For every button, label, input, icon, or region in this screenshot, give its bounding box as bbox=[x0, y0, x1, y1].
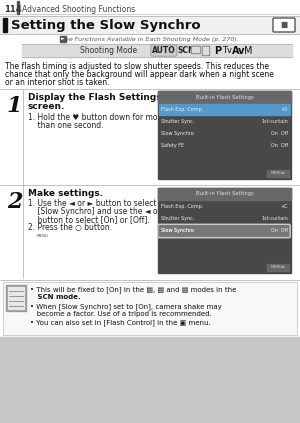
Bar bbox=[158, 188, 291, 273]
Text: Display the Flash Settings: Display the Flash Settings bbox=[28, 93, 162, 102]
Text: • When [Slow Synchro] set to [On], camera shake may: • When [Slow Synchro] set to [On], camer… bbox=[30, 303, 222, 310]
Text: MENU: MENU bbox=[37, 234, 49, 238]
Text: Make settings.: Make settings. bbox=[28, 189, 103, 198]
Text: Shooting Mode: Shooting Mode bbox=[80, 46, 137, 55]
Text: ■: ■ bbox=[280, 20, 288, 30]
Text: Built-in Flash Settings: Built-in Flash Settings bbox=[196, 94, 253, 99]
Text: • You can also set in [Flash Control] in the ▣ menu.: • You can also set in [Flash Control] in… bbox=[30, 319, 211, 326]
FancyBboxPatch shape bbox=[273, 18, 295, 32]
Text: 1. Hold the ♥ button down for more: 1. Hold the ♥ button down for more bbox=[28, 113, 165, 122]
Text: Av: Av bbox=[232, 46, 245, 55]
Bar bbox=[202, 46, 209, 55]
Bar bbox=[3, 18, 7, 32]
Bar bbox=[3, 282, 297, 335]
Text: Shutter Sync.: Shutter Sync. bbox=[161, 216, 194, 221]
Bar bbox=[0, 16, 300, 34]
Bar bbox=[158, 91, 291, 179]
Text: Flash Exp. Comp.: Flash Exp. Comp. bbox=[161, 107, 203, 112]
Text: MENU►: MENU► bbox=[270, 266, 286, 269]
Bar bbox=[6, 285, 26, 311]
Bar bbox=[267, 264, 289, 271]
Bar bbox=[60, 36, 66, 42]
FancyBboxPatch shape bbox=[158, 224, 290, 238]
Text: [Slow Synchro] and use the ◄ or ►: [Slow Synchro] and use the ◄ or ► bbox=[28, 207, 169, 216]
Text: ►: ► bbox=[61, 36, 65, 41]
Text: than one second.: than one second. bbox=[28, 121, 104, 130]
Bar bbox=[8, 287, 24, 309]
Text: Slow Synchro: Slow Synchro bbox=[161, 131, 194, 136]
Text: Safety FE: Safety FE bbox=[161, 143, 184, 148]
Text: become a factor. Use of a tripod is recommended.: become a factor. Use of a tripod is reco… bbox=[30, 311, 212, 317]
Bar bbox=[0, 337, 300, 423]
Text: Flash Exp. Comp.: Flash Exp. Comp. bbox=[161, 204, 203, 209]
Text: On  Off: On Off bbox=[271, 143, 288, 148]
Text: On  Off: On Off bbox=[271, 131, 288, 136]
Text: 2. Press the ○ button.: 2. Press the ○ button. bbox=[28, 223, 112, 232]
Bar bbox=[191, 46, 200, 53]
Bar bbox=[158, 188, 291, 200]
Text: Shutter Sync.: Shutter Sync. bbox=[161, 119, 194, 124]
Bar bbox=[267, 170, 289, 177]
Text: MENU►: MENU► bbox=[270, 171, 286, 176]
Text: 114: 114 bbox=[4, 5, 22, 14]
Text: screen.: screen. bbox=[28, 102, 65, 111]
Text: See Functions Available in Each Shooting Mode (p. 270).: See Functions Available in Each Shooting… bbox=[61, 36, 239, 41]
Bar bbox=[22, 44, 292, 57]
Text: Slow Synchro: Slow Synchro bbox=[161, 228, 194, 233]
Text: chance that only the background will appear dark when a night scene: chance that only the background will app… bbox=[5, 70, 274, 79]
Text: button to select [On] or [Off].: button to select [On] or [Off]. bbox=[28, 215, 150, 224]
Text: SCN mode.: SCN mode. bbox=[30, 294, 81, 300]
Text: 1. Use the ◄ or ► button to select: 1. Use the ◄ or ► button to select bbox=[28, 199, 157, 208]
Text: AUTO: AUTO bbox=[152, 46, 176, 55]
Text: On  Off: On Off bbox=[271, 228, 288, 233]
Bar bbox=[203, 47, 208, 54]
Text: or an interior shot is taken.: or an interior shot is taken. bbox=[5, 78, 109, 87]
Text: 1st-curtain: 1st-curtain bbox=[261, 216, 288, 221]
Bar bbox=[158, 91, 291, 103]
Text: Setting the Slow Synchro: Setting the Slow Synchro bbox=[11, 19, 201, 31]
Bar bbox=[192, 47, 199, 52]
Text: 1: 1 bbox=[7, 95, 22, 117]
Text: +0: +0 bbox=[281, 107, 288, 112]
Text: 2: 2 bbox=[7, 191, 22, 213]
Text: M: M bbox=[244, 46, 253, 55]
Text: Slow Synchro: Slow Synchro bbox=[161, 228, 194, 233]
Text: SCN: SCN bbox=[177, 46, 194, 55]
Text: The flash timing is adjusted to slow shutter speeds. This reduces the: The flash timing is adjusted to slow shu… bbox=[5, 62, 269, 71]
Text: 1st-curtain: 1st-curtain bbox=[261, 119, 288, 124]
Bar bbox=[17, 1, 19, 14]
Bar bbox=[159, 104, 290, 115]
Bar bbox=[0, 340, 300, 423]
Text: +C: +C bbox=[280, 204, 288, 209]
Text: Tv: Tv bbox=[222, 46, 232, 55]
Text: • This will be fixed to [On] in the ▤, ▤ and ▤ modes in the: • This will be fixed to [On] in the ▤, ▤… bbox=[30, 286, 236, 293]
Text: Advanced Shooting Functions: Advanced Shooting Functions bbox=[22, 5, 135, 14]
Text: P: P bbox=[214, 46, 221, 55]
Text: Built-in Flash Settings: Built-in Flash Settings bbox=[196, 192, 253, 197]
